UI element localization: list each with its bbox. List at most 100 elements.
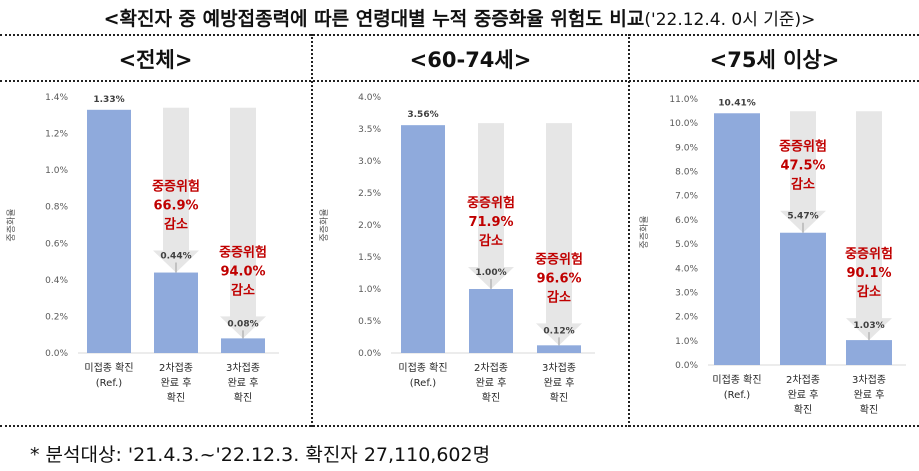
annotation-text: 47.5% <box>780 159 825 174</box>
reduction-arrow <box>846 111 892 341</box>
chart-60-74: 0.0% 0.5% 1.0% 1.5% 2.0% 2.5% 3.0% 3.5% 4.0% 중증화율… <box>319 93 595 404</box>
y-tick-label: 1.2% <box>45 130 68 140</box>
y-tick-label: 10.0% <box>669 119 698 129</box>
category-label: 확진 <box>234 392 252 404</box>
y-tick-label: 2.0% <box>675 313 698 323</box>
y-tick-label: 2.0% <box>358 221 381 231</box>
category-label: 2차접종 <box>786 374 820 386</box>
bar <box>780 232 826 365</box>
y-tick-label: 0.6% <box>45 239 68 249</box>
y-tick-label: 1.0% <box>675 337 698 347</box>
category-label: 완료 후 <box>544 377 575 389</box>
annotation-text: 중증위험 <box>219 244 267 260</box>
annotation-text: 71.9% <box>468 215 513 230</box>
y-tick-label: 1.4% <box>45 93 68 103</box>
value-label: 1.33% <box>93 95 124 105</box>
category-label: 완료 후 <box>161 377 192 389</box>
category-label: 3차접종 <box>852 374 886 386</box>
annotation-text: 90.1% <box>846 266 891 281</box>
bar <box>846 340 892 365</box>
grid-bottom-border <box>0 425 919 427</box>
category-label: 완료 후 <box>788 389 819 401</box>
annotation-text: 94.0% <box>220 264 265 279</box>
chart-75-plus: 0.0% 1.0% 2.0% 3.0% 4.0% 5.0% 6.0% 7.0% 8.0% 9.0%… <box>639 95 906 416</box>
bar <box>469 289 513 353</box>
category-label: 미접종 확진 <box>398 362 447 374</box>
y-tick-label: 3.0% <box>358 157 381 167</box>
value-label: 3.56% <box>407 110 438 120</box>
y-tick-label: 4.0% <box>358 93 381 103</box>
bar <box>154 272 198 353</box>
annotation-text: 감소 <box>231 283 255 298</box>
reduction-arrow <box>536 123 582 346</box>
annotation-text: 중증위험 <box>535 251 583 267</box>
annotation-text: 중증위험 <box>152 179 200 195</box>
footnote: * 분석대상: '21.4.3.~'22.12.3. 확진자 27,110,60… <box>30 444 491 466</box>
y-tick-label: 3.0% <box>675 288 698 298</box>
grid-divider-1 <box>311 34 313 427</box>
y-tick-label: 0.5% <box>358 317 381 327</box>
annotation-text: 66.9% <box>153 199 198 214</box>
y-tick-label: 7.0% <box>675 192 698 202</box>
grid-top-border <box>0 34 919 36</box>
reduction-arrow <box>780 111 826 233</box>
y-tick-label: 1.0% <box>358 285 381 295</box>
category-label: 2차접종 <box>159 362 193 374</box>
y-tick-label: 0.4% <box>45 276 68 286</box>
category-label: 확진 <box>167 392 185 404</box>
y-tick-label: 0.0% <box>358 349 381 359</box>
category-label: 확진 <box>482 392 500 404</box>
annotation-text: 감소 <box>164 218 188 233</box>
panel-title-75-plus: <75세 이상> <box>709 48 840 72</box>
y-axis-label: 중증화율 <box>639 215 650 248</box>
annotation-text: 감소 <box>547 290 571 305</box>
bar <box>401 125 445 353</box>
annotation-text: 96.6% <box>536 271 581 286</box>
category-label: 미접종 확진 <box>712 374 761 386</box>
category-label: 확진 <box>794 404 812 416</box>
value-label: 0.12% <box>543 326 574 336</box>
category-label: (Ref.) <box>96 378 123 389</box>
grid-divider-2 <box>628 34 630 427</box>
category-label: 확진 <box>860 404 878 416</box>
y-tick-label: 0.8% <box>45 203 68 213</box>
y-tick-label: 0.0% <box>675 361 698 371</box>
category-label: 2차접종 <box>474 362 508 374</box>
category-label: 미접종 확진 <box>84 362 133 374</box>
category-label: 완료 후 <box>854 389 885 401</box>
category-label: 완료 후 <box>228 377 259 389</box>
category-label: 3차접종 <box>542 362 576 374</box>
category-label: 확진 <box>550 392 568 404</box>
y-tick-label: 8.0% <box>675 168 698 178</box>
y-tick-label: 3.5% <box>358 125 381 135</box>
annotation-text: 중증위험 <box>779 139 827 155</box>
bar <box>221 338 265 353</box>
value-label: 1.03% <box>853 321 884 331</box>
page-title: <확진자 중 예방접종력에 따른 연령대별 누적 중증화율 위험도 비교('22… <box>0 4 919 31</box>
value-label: 10.41% <box>718 98 756 108</box>
chart-total: 0.0% 0.2% 0.4% 0.6% 0.8% 1.0% 1.2% 1.4% 중증화율 1.33… <box>6 93 279 404</box>
annotation-text: 중증위험 <box>467 195 515 211</box>
bar <box>714 113 760 365</box>
chart-grid <box>0 34 919 427</box>
bar <box>87 109 131 353</box>
value-label: 0.44% <box>160 252 191 262</box>
category-label: 3차접종 <box>226 362 260 374</box>
title-sub: ('22.12.4. 0시 기준)> <box>644 10 816 30</box>
panel-title-60-74: <60-74세> <box>409 48 532 72</box>
annotation-text: 감소 <box>791 178 815 193</box>
y-tick-label: 11.0% <box>669 95 698 105</box>
panel-title-total: <전체> <box>118 48 193 72</box>
reduction-arrow <box>468 123 514 289</box>
grid-header-divider <box>0 80 919 82</box>
annotation-text: 중증위험 <box>845 246 893 262</box>
y-tick-label: 6.0% <box>675 216 698 226</box>
annotation-text: 감소 <box>479 234 503 249</box>
category-label: (Ref.) <box>724 390 751 401</box>
category-label: 완료 후 <box>476 377 507 389</box>
y-tick-label: 1.0% <box>45 166 68 176</box>
reduction-arrow <box>220 107 266 339</box>
y-tick-label: 0.2% <box>45 312 68 322</box>
y-axis-label: 중증화율 <box>319 208 330 241</box>
reduction-arrow <box>153 107 199 273</box>
